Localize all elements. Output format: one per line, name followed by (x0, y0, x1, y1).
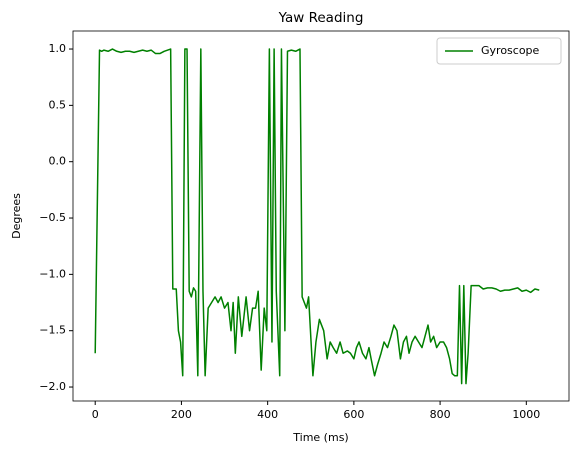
y-tick-label: −2.0 (39, 380, 66, 393)
legend-box (436, 37, 562, 65)
y-tick-label: −0.5 (39, 211, 66, 224)
x-tick-label: 600 (343, 408, 364, 421)
y-axis-label: Degrees (10, 193, 23, 239)
y-tick-label: 0.0 (49, 155, 67, 168)
x-axis-label: Time (ms) (292, 431, 348, 444)
y-tick-label: −1.0 (39, 267, 66, 280)
x-tick-label: 1000 (512, 408, 540, 421)
x-tick-label: 800 (430, 408, 451, 421)
x-tick-label: 0 (92, 408, 99, 421)
y-tick-label: 0.5 (49, 98, 67, 111)
y-tick-label: −1.5 (39, 324, 66, 337)
chart-title: Yaw Reading (278, 10, 364, 26)
legend-label: Gyroscope (481, 44, 540, 57)
axes-frame (72, 30, 570, 402)
x-tick-label: 400 (257, 408, 278, 421)
data-line (94, 48, 540, 385)
x-tick-label: 200 (171, 408, 192, 421)
y-tick-label: 1.0 (49, 42, 67, 55)
